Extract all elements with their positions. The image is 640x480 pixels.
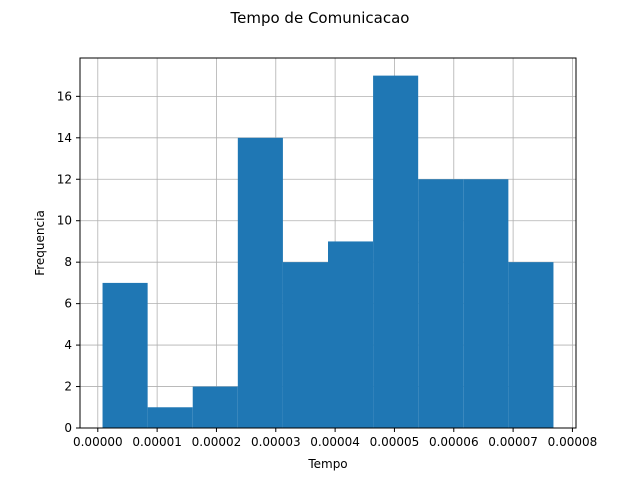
y-tick-label: 14 bbox=[57, 131, 72, 145]
y-tick-label: 12 bbox=[57, 172, 72, 186]
histogram-bar bbox=[418, 179, 464, 428]
histogram-bar bbox=[192, 386, 238, 428]
histogram-bar bbox=[373, 75, 419, 428]
y-tick-label: 8 bbox=[64, 255, 72, 269]
x-tick-label: 0.00000 bbox=[73, 435, 123, 449]
x-tick-label: 0.00006 bbox=[429, 435, 479, 449]
histogram-bar bbox=[463, 179, 509, 428]
chart-title: Tempo de Comunicacao bbox=[230, 9, 410, 27]
histogram-bar bbox=[102, 282, 148, 428]
x-axis-label: Tempo bbox=[307, 457, 347, 471]
x-tick-label: 0.00005 bbox=[370, 435, 420, 449]
x-tick-label: 0.00003 bbox=[251, 435, 301, 449]
x-tick-label: 0.00007 bbox=[488, 435, 538, 449]
y-tick-label: 16 bbox=[57, 89, 72, 103]
histogram-bar bbox=[508, 262, 554, 428]
x-tick-label: 0.00004 bbox=[310, 435, 360, 449]
y-tick-label: 4 bbox=[64, 338, 72, 352]
y-axis-label: Frequencia bbox=[33, 210, 47, 276]
y-tick-label: 2 bbox=[64, 380, 72, 394]
x-tick-label: 0.00001 bbox=[132, 435, 182, 449]
y-axis-ticks: 0 2 4 6 8 10 12 14 16 bbox=[57, 89, 80, 435]
y-tick-label: 10 bbox=[57, 214, 72, 228]
y-tick-label: 6 bbox=[64, 297, 72, 311]
plot-frame bbox=[79, 57, 577, 429]
histogram-bar bbox=[237, 137, 283, 428]
histogram-bars bbox=[102, 75, 554, 428]
histogram-bar bbox=[328, 241, 374, 428]
x-tick-label: 0.00008 bbox=[548, 435, 598, 449]
histogram-bar bbox=[282, 262, 328, 428]
y-tick-label: 0 bbox=[64, 421, 72, 435]
x-tick-label: 0.00002 bbox=[192, 435, 242, 449]
histogram-bar bbox=[147, 407, 193, 428]
x-axis-ticks: 0.00000 0.00001 0.00002 0.00003 0.00004 0.000… bbox=[73, 428, 597, 449]
